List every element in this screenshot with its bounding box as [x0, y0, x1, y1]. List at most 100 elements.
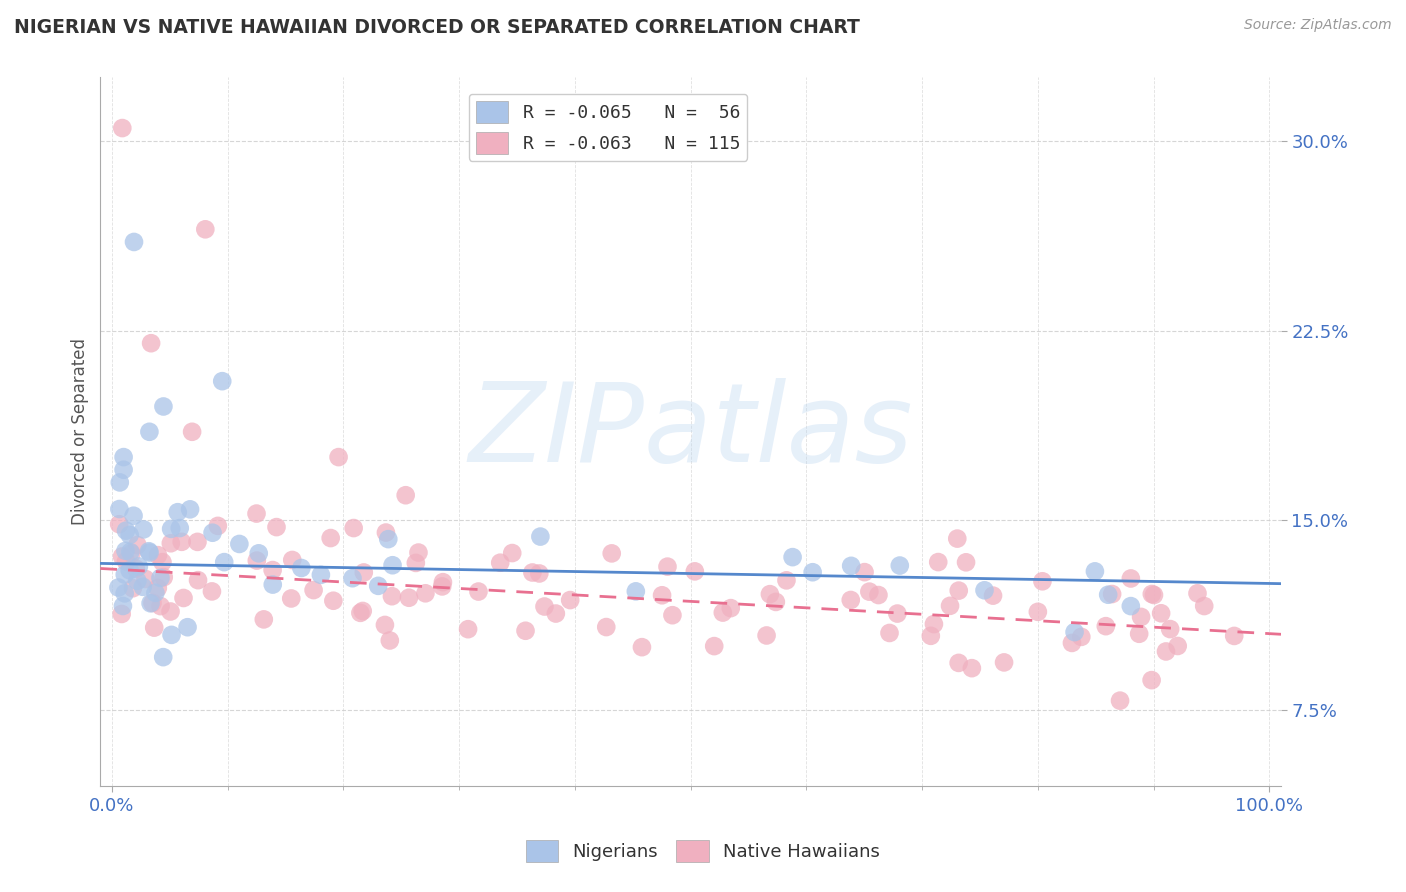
- Point: [159, 536, 181, 550]
- Point: [1097, 588, 1119, 602]
- Point: [782, 550, 804, 565]
- Text: NIGERIAN VS NATIVE HAWAIIAN DIVORCED OR SEPARATED CORRELATION CHART: NIGERIAN VS NATIVE HAWAIIAN DIVORCED OR …: [14, 18, 860, 37]
- Point: [457, 622, 479, 636]
- Legend: Nigerians, Native Hawaiians: Nigerians, Native Hawaiians: [519, 833, 887, 870]
- Point: [1150, 607, 1173, 621]
- Point: [377, 532, 399, 546]
- Point: [367, 579, 389, 593]
- Point: [759, 587, 782, 601]
- Point: [173, 591, 195, 605]
- Point: [927, 555, 949, 569]
- Point: [879, 626, 901, 640]
- Point: [430, 579, 453, 593]
- Point: [322, 593, 344, 607]
- Point: [395, 488, 418, 502]
- Point: [141, 596, 163, 610]
- Point: [108, 475, 131, 490]
- Point: [228, 537, 250, 551]
- Point: [115, 524, 138, 538]
- Point: [631, 640, 654, 655]
- Point: [657, 559, 679, 574]
- Point: [1159, 622, 1181, 636]
- Point: [245, 507, 267, 521]
- Point: [159, 605, 181, 619]
- Point: [115, 554, 138, 568]
- Point: [349, 606, 371, 620]
- Point: [624, 584, 647, 599]
- Point: [253, 612, 276, 626]
- Point: [353, 566, 375, 580]
- Point: [595, 620, 617, 634]
- Point: [1119, 572, 1142, 586]
- Point: [853, 565, 876, 579]
- Point: [381, 589, 404, 603]
- Point: [858, 584, 880, 599]
- Point: [118, 528, 141, 542]
- Point: [132, 522, 155, 536]
- Point: [651, 588, 673, 602]
- Point: [755, 628, 778, 642]
- Point: [169, 521, 191, 535]
- Point: [160, 522, 183, 536]
- Point: [118, 563, 141, 577]
- Point: [922, 617, 945, 632]
- Point: [889, 558, 911, 573]
- Point: [1094, 619, 1116, 633]
- Point: [146, 581, 169, 595]
- Point: [111, 121, 134, 136]
- Point: [290, 561, 312, 575]
- Point: [973, 583, 995, 598]
- Point: [152, 555, 174, 569]
- Point: [121, 547, 143, 561]
- Point: [1063, 625, 1085, 640]
- Point: [247, 546, 270, 560]
- Point: [107, 581, 129, 595]
- Point: [515, 624, 537, 638]
- Point: [415, 586, 437, 600]
- Point: [398, 591, 420, 605]
- Point: [319, 531, 342, 545]
- Point: [939, 599, 962, 613]
- Point: [1084, 565, 1107, 579]
- Point: [993, 656, 1015, 670]
- Point: [170, 534, 193, 549]
- Point: [1187, 586, 1209, 600]
- Point: [194, 222, 217, 236]
- Point: [1031, 574, 1053, 589]
- Point: [134, 572, 156, 586]
- Point: [127, 574, 149, 588]
- Point: [143, 621, 166, 635]
- Point: [120, 545, 142, 559]
- Point: [1130, 610, 1153, 624]
- Point: [352, 604, 374, 618]
- Point: [111, 599, 134, 613]
- Point: [1167, 639, 1189, 653]
- Point: [138, 425, 160, 439]
- Point: [703, 639, 725, 653]
- Point: [1223, 629, 1246, 643]
- Point: [1101, 587, 1123, 601]
- Point: [948, 583, 970, 598]
- Point: [114, 567, 136, 582]
- Point: [529, 530, 551, 544]
- Point: [374, 525, 396, 540]
- Point: [343, 521, 366, 535]
- Point: [138, 545, 160, 559]
- Point: [1154, 644, 1177, 658]
- Point: [166, 505, 188, 519]
- Point: [138, 544, 160, 558]
- Point: [266, 520, 288, 534]
- Point: [201, 525, 224, 540]
- Point: [125, 561, 148, 575]
- Point: [114, 586, 136, 600]
- Point: [309, 567, 332, 582]
- Point: [280, 591, 302, 606]
- Point: [152, 400, 174, 414]
- Point: [108, 502, 131, 516]
- Point: [207, 519, 229, 533]
- Point: [533, 599, 555, 614]
- Point: [152, 570, 174, 584]
- Point: [139, 336, 162, 351]
- Point: [186, 534, 208, 549]
- Point: [128, 559, 150, 574]
